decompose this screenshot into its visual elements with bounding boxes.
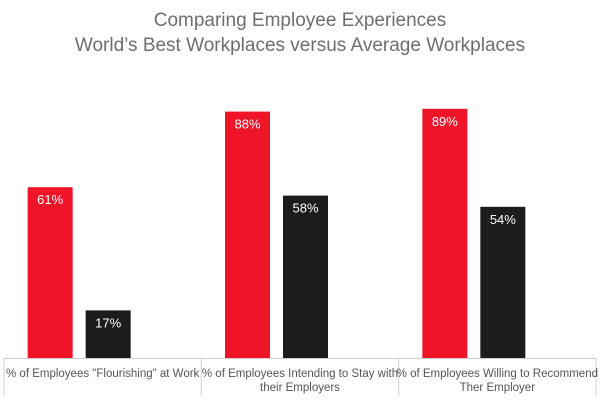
chart-subtitle: World’s Best Workplaces versus Average W… (74, 35, 526, 56)
chart-title: Comparing Employee Experiences (153, 10, 447, 31)
ticks-layer (3, 358, 597, 396)
title-block: Comparing Employee Experiences World’s B… (0, 8, 600, 58)
data-label-series1-cat0: 17% (95, 315, 121, 330)
data-label-series0-cat0: 61% (37, 192, 63, 207)
bars-layer: 61% 17% 88% 58% 89% 54% (27, 108, 526, 358)
bar-series1-cat1 (283, 195, 328, 358)
data-label-series0-cat2: 89% (432, 114, 458, 129)
bar-series0-cat1 (225, 111, 270, 358)
bar-series1-cat2 (480, 206, 526, 358)
category-labels-layer: % of Employees "Flourishing" at Work% of… (6, 368, 598, 394)
data-label-series1-cat2: 54% (490, 212, 516, 227)
category-label-0-line0: % of Employees "Flourishing" at Work (6, 368, 200, 380)
category-label-1-line1: their Employers (260, 382, 340, 394)
data-label-series1-cat1: 58% (292, 201, 318, 216)
bar-series0-cat0 (27, 187, 73, 358)
data-label-series0-cat1: 88% (234, 117, 260, 132)
bar-series0-cat2 (422, 108, 468, 358)
category-label-1-line0: % of Employees Intending to Stay with (202, 368, 398, 380)
category-label-2-line1: Ther Employer (460, 382, 536, 394)
bar-series1-cat0 (85, 310, 131, 358)
category-label-2-line0: % of Employees Willing to Recommend (397, 368, 598, 380)
